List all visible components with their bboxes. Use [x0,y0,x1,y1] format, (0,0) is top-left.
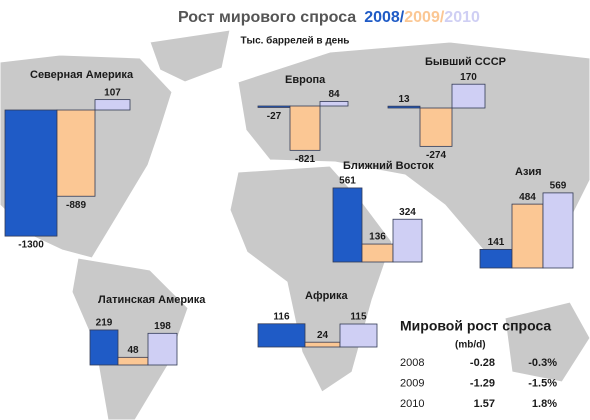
region: Европа -27 -821 84 [257,74,349,165]
bar [4,109,58,237]
value-label: -27 [267,111,282,122]
region-name: Бывший СССР [425,56,506,68]
table-cell: -0.28 [470,357,495,369]
bar [117,356,149,366]
bar [94,99,131,111]
table-cell: 1.8% [532,398,557,410]
bar [419,107,453,147]
bar [89,329,119,366]
region-name: Азия [515,166,542,178]
bar [257,323,306,348]
region: Бывший СССР 13 -274 170 [387,56,506,161]
region-name: Европа [285,74,326,86]
greenland [149,29,231,83]
value-label: 136 [369,232,386,243]
value-label: 561 [339,176,356,187]
value-label: 13 [398,94,410,105]
bar [257,105,291,108]
value-label: 115 [350,312,367,323]
value-label: 48 [127,345,139,356]
table-cell: -1.29 [470,377,495,389]
region: Северная Америка -1300 -889 107 [4,69,134,251]
bar [479,248,513,269]
value-label: 84 [328,89,340,100]
bar [304,341,341,348]
bar [392,218,423,263]
australia [504,301,590,383]
bar [451,83,486,109]
bar [319,101,349,107]
south-america [71,257,189,420]
region: Африка 116 24 115 [257,290,378,348]
bar [56,109,96,197]
region: Азия 141 484 569 [479,166,574,269]
region: Ближний Восток 561 136 324 [332,160,434,263]
table-unit: (mb/d) [455,340,486,351]
bar [387,105,421,109]
value-label: -274 [426,150,446,161]
summary-table: Мировой рост спроса (mb/d) [400,318,551,351]
bar [511,203,544,269]
bar [542,192,574,269]
world-map [0,29,590,420]
value-label: 107 [104,87,121,98]
table-cell: 2008 [400,357,424,369]
table-title: Мировой рост спроса [400,318,551,334]
value-label: 324 [399,207,416,218]
africa [229,165,393,393]
region-name: Ближний Восток [343,160,434,172]
region-name: Северная Америка [30,69,134,81]
title-year: 2010 [444,9,480,26]
table-cell: -0.3% [528,357,557,369]
bar [361,243,394,263]
region-name: Латинская Америка [98,294,206,306]
title-year: 2009 [404,9,440,26]
bar [289,105,321,151]
region-name: Африка [305,290,349,302]
title-year: 2008 [364,9,400,26]
value-label: 484 [519,192,536,203]
value-label: 24 [317,330,329,341]
value-label: 141 [488,237,505,248]
value-label: 569 [550,181,567,192]
title-separator: / [400,9,405,26]
table-cell: 2010 [400,398,424,410]
chart-title: Рост мирового спроса 2008/2009/2010 [178,9,480,26]
value-label: 198 [154,321,171,332]
title-text: Рост мирового спроса [178,9,356,26]
bar [147,332,178,366]
value-label: -821 [295,154,315,165]
title-separator: / [440,9,445,26]
table-cell: 1.57 [474,398,495,410]
value-label: 116 [273,311,290,322]
table-cell: -1.5% [528,377,557,389]
subtitle: Тыс. баррелей в день [241,35,350,47]
value-label: 219 [96,318,113,329]
region: Латинская Америка 219 48 198 [89,294,206,366]
value-label: 170 [460,72,477,83]
value-label: -1300 [18,240,44,251]
bar [339,323,378,348]
value-label: -889 [66,200,86,211]
bar [332,187,363,263]
table-cell: 2009 [400,377,424,389]
